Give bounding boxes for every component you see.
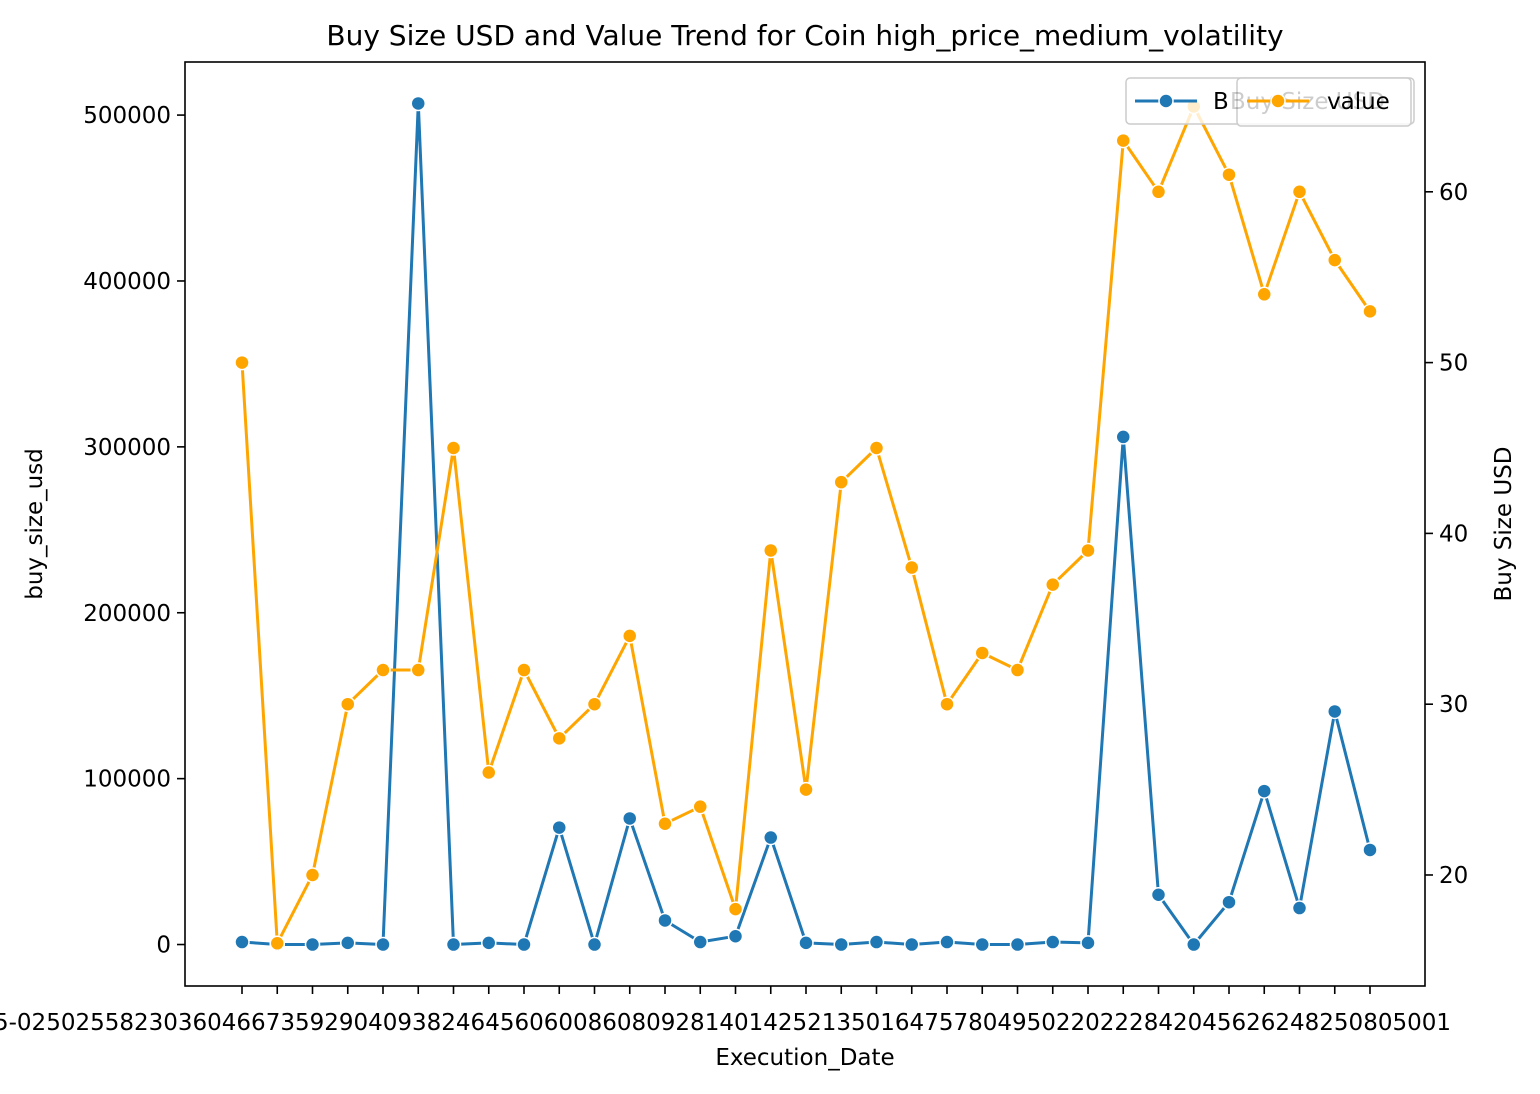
series-0-point-31: [1327, 703, 1343, 720]
series-1-point-24: [1080, 542, 1096, 559]
series-0: [234, 95, 1378, 953]
y-left-tick-label-5: 500000: [83, 103, 171, 129]
chart-title: Buy Size USD and Value Trend for Coin hi…: [326, 19, 1283, 52]
y-left-tick-label-2: 200000: [83, 601, 171, 627]
legend-right-label: value: [1327, 89, 1390, 115]
series-0-point-12: [657, 912, 673, 929]
series-0-point-14: [727, 928, 744, 944]
series-0-point-15: [763, 829, 779, 846]
series-0-point-10: [586, 936, 603, 953]
legend-right-marker: [1270, 93, 1286, 109]
y-left-tick-label-1: 100000: [83, 767, 171, 793]
series-0-point-4: [375, 936, 391, 953]
series-0-point-28: [1221, 894, 1237, 910]
series-0-point-0: [234, 934, 250, 950]
series-0-point-29: [1256, 783, 1272, 799]
y-left-tick-label-0: 0: [156, 933, 171, 959]
series-1-point-28: [1221, 166, 1237, 183]
series-0-point-30: [1291, 900, 1308, 916]
series-1-point-11: [622, 628, 638, 644]
series-1-point-12: [657, 815, 673, 832]
series-0-point-17: [833, 936, 849, 953]
series-1-point-2: [304, 867, 321, 883]
series-1-point-1: [269, 935, 285, 952]
series-0-point-20: [939, 934, 955, 950]
series-0-point-5: [410, 95, 426, 112]
series-1-point-14: [727, 901, 744, 917]
series-0-point-19: [904, 936, 920, 953]
series-0-point-16: [798, 935, 814, 951]
series-0-point-26: [1150, 887, 1167, 903]
series-1-point-20: [939, 696, 955, 712]
y-right-tick-label-1: 30: [1439, 692, 1468, 718]
y-right-tick-label-0: 20: [1439, 863, 1468, 889]
y-left-tick-label-3: 300000: [83, 435, 171, 461]
x-axis-label: Execution_Date: [715, 1045, 894, 1071]
x-tick-labels-overlap: 2025-02502558230360466735929040938246456…: [0, 1010, 1451, 1036]
y-right-tick-label-3: 50: [1439, 351, 1468, 377]
series-0-point-24: [1080, 935, 1096, 951]
series-1-point-19: [904, 559, 920, 576]
series-1-point-22: [1009, 662, 1026, 678]
series-1-point-6: [445, 440, 462, 456]
series-1-point-3: [340, 696, 356, 712]
series-1-point-23: [1045, 576, 1061, 593]
series-0-point-8: [516, 936, 532, 953]
series-layer: [234, 95, 1378, 953]
plot-frame: [184, 61, 1426, 987]
series-0-point-27: [1186, 936, 1202, 953]
series-1-point-10: [586, 696, 603, 712]
series-1-point-30: [1291, 184, 1308, 200]
series-0-point-32: [1362, 842, 1378, 858]
series-1-point-25: [1115, 132, 1131, 149]
series-1-point-13: [692, 798, 708, 815]
series-0-point-22: [1009, 936, 1026, 953]
series-1-point-8: [516, 662, 532, 678]
series-1-point-29: [1256, 286, 1272, 303]
y-right-tick-label-2: 40: [1439, 521, 1468, 547]
series-0-point-18: [868, 934, 885, 950]
series-1-point-5: [410, 662, 426, 678]
series-1-point-16: [798, 781, 814, 798]
series-1-point-17: [833, 474, 849, 490]
series-1-point-7: [481, 764, 497, 781]
y-axis-label-left: buy_size_usd: [22, 448, 48, 600]
series-1-point-9: [551, 730, 567, 747]
ticks-layer: 0 100000 200000 300000 400000 500000 20 30 40 50 6…: [83, 103, 1468, 994]
y-right-tick-label-4: 60: [1439, 180, 1468, 206]
series-0-point-23: [1045, 934, 1061, 950]
series-1-point-15: [763, 542, 779, 559]
y-axis-label-right: Buy Size USD: [1491, 447, 1517, 602]
series-0-point-21: [974, 936, 990, 953]
series-0-point-7: [481, 935, 497, 951]
legend-left-marker: [1158, 93, 1174, 109]
series-0-point-11: [622, 810, 638, 827]
series-0-point-2: [304, 936, 321, 953]
series-1-point-32: [1362, 303, 1378, 320]
series-1-point-31: [1327, 252, 1343, 268]
series-1-point-26: [1150, 184, 1167, 200]
series-1-point-0: [234, 354, 250, 371]
series-1: [234, 98, 1378, 952]
series-0-point-9: [551, 819, 567, 836]
series-0-point-3: [340, 935, 356, 951]
series-0-point-13: [692, 934, 708, 950]
series-0-point-25: [1115, 429, 1131, 445]
y-left-tick-label-4: 400000: [83, 269, 171, 295]
legend-left-label: B: [1213, 89, 1229, 115]
legend-right-box: [1236, 77, 1412, 127]
series-1-point-18: [868, 440, 885, 456]
legend-right: Buy Size USD value: [1230, 77, 1412, 127]
series-1-point-21: [974, 645, 990, 661]
series-0-point-6: [445, 936, 462, 953]
series-1-point-4: [375, 662, 391, 678]
